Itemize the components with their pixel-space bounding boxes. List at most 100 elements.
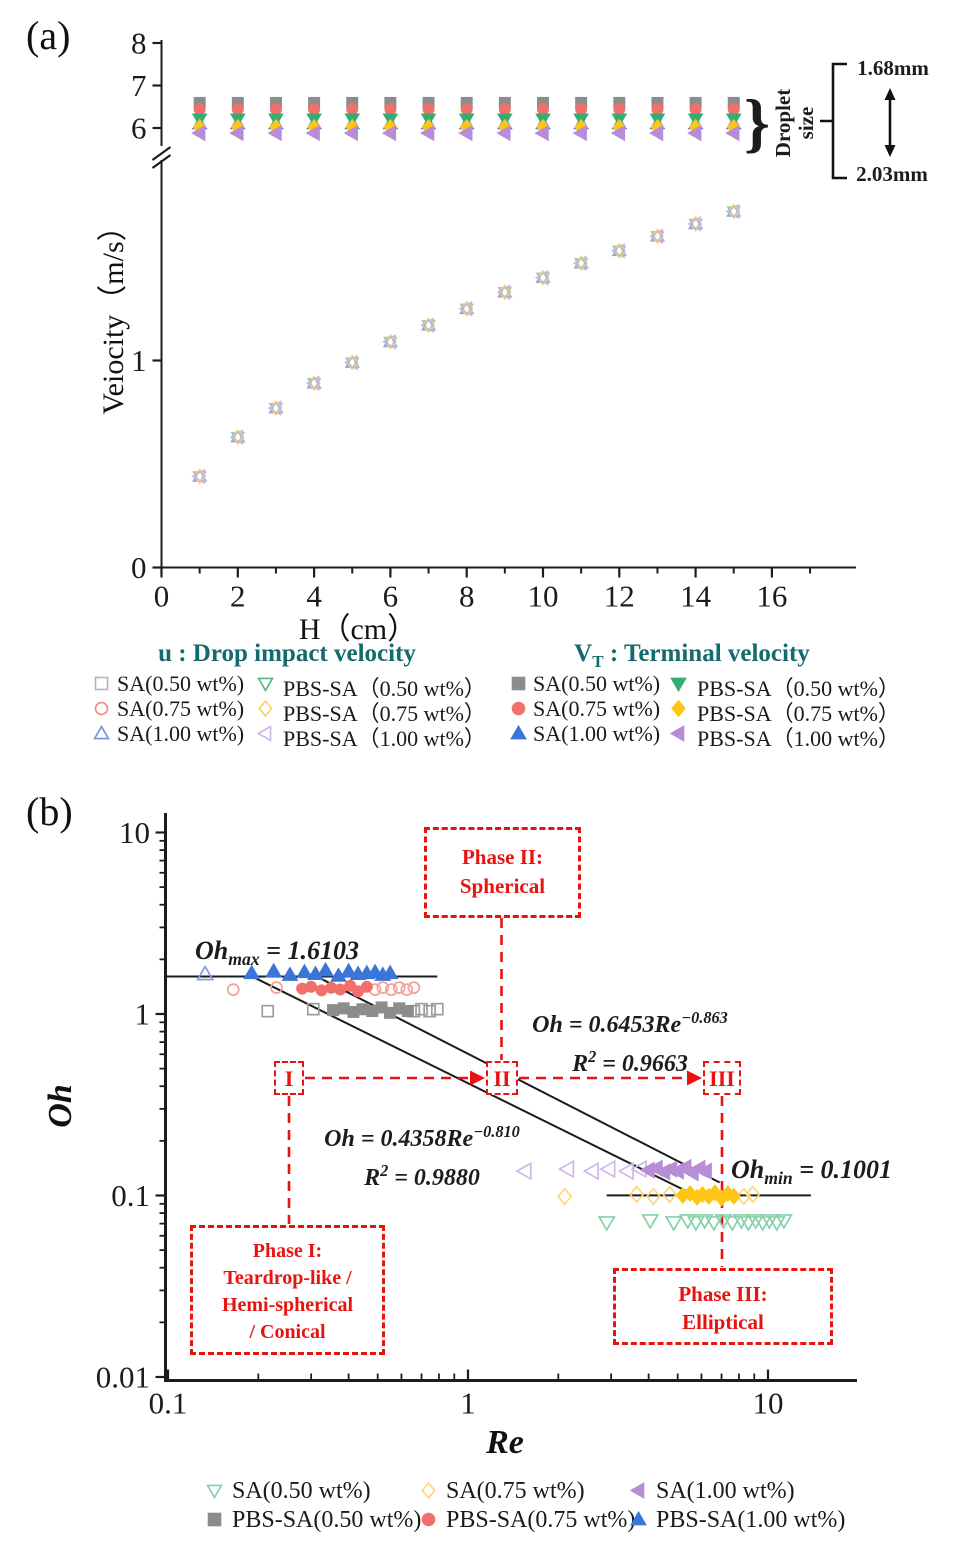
phase-3-title: Phase III: xyxy=(678,1282,768,1306)
data-point-circle xyxy=(400,983,414,996)
data-point-triangle-left xyxy=(725,124,740,142)
chart-b-points xyxy=(196,961,793,1232)
data-point-triangle-left xyxy=(630,1482,645,1499)
legend-marker-circle xyxy=(421,1512,436,1527)
data-point-triangle-left xyxy=(572,124,587,142)
phase-1-title: Phase I: xyxy=(252,1240,323,1262)
legend-marker-triangle-down xyxy=(670,677,687,692)
legend-a-right-header: VT : Terminal velocity xyxy=(505,640,879,672)
legend-marker-diamond xyxy=(671,700,686,717)
data-point-circle xyxy=(308,103,321,116)
eq-var: Oh xyxy=(532,1012,563,1038)
legend-item-label: PBS-SA(0.50 wt%) xyxy=(232,1507,422,1533)
data-point-triangle-left xyxy=(343,354,358,371)
fit-equation-upper-line2: R2 = 0.9663 xyxy=(498,1041,762,1080)
legend-marker-triangle-down xyxy=(206,1484,223,1499)
data-point-circle xyxy=(651,103,664,116)
fit-equation-upper: Oh = 0.6453Re−0.863 R2 = 0.9663 xyxy=(498,1002,762,1080)
data-point-circle xyxy=(376,981,390,994)
fit-equation-upper-line1: Oh = 0.6453Re−0.863 xyxy=(498,1002,762,1041)
legend-item-label: SA(1.00 wt%) xyxy=(533,721,661,746)
legend-a-left-header: u : Drop impact velocity xyxy=(158,640,416,667)
tick-label: 6 xyxy=(383,579,399,614)
phase-marker-III: III xyxy=(703,1061,741,1095)
data-point-triangle-left xyxy=(696,1162,712,1180)
data-point-circle xyxy=(360,980,373,993)
tick-label: 1.68mm xyxy=(857,56,929,80)
chart-b-phase-connectors xyxy=(287,918,724,1267)
data-point-square xyxy=(356,1003,369,1016)
data-point-triangle-left xyxy=(420,317,435,334)
data-point-circle xyxy=(94,701,109,716)
tick-label: 7 xyxy=(131,68,147,103)
data-point-triangle-up xyxy=(317,961,334,977)
legend-item-label: SA(0.75 wt%) xyxy=(446,1478,585,1504)
data-point-circle xyxy=(334,983,347,996)
legend-marker-triangle-left xyxy=(630,1482,645,1499)
legend-marker-diamond xyxy=(421,1482,436,1499)
legend-item-label: PBS-SA(1.00 wt%) xyxy=(656,1507,846,1533)
tick-label: 2.03mm xyxy=(856,162,928,186)
data-point-square xyxy=(511,676,526,691)
ohmax-sub: max xyxy=(228,949,260,970)
fit-equation-lower-line2: R2 = 0.9880 xyxy=(290,1155,554,1194)
data-point-circle xyxy=(727,103,740,116)
chart-a-terminal-points xyxy=(191,96,742,142)
phase-3-box: Phase III: Elliptical xyxy=(613,1268,833,1345)
ohmax-annotation: Ohmax = 1.6103 xyxy=(195,936,359,970)
data-point-circle xyxy=(384,983,398,996)
data-point-triangle-left xyxy=(687,124,702,142)
phase-1-shape-1: Teardrop-like / xyxy=(223,1267,352,1289)
legend-marker-triangle-up xyxy=(510,725,527,740)
data-point-triangle-down xyxy=(774,1214,793,1230)
tick-label: 0 xyxy=(131,550,147,585)
data-point-triangle-down xyxy=(704,1216,723,1232)
legend-marker-triangle-up xyxy=(93,725,110,740)
data-point-circle xyxy=(422,103,435,116)
data-point-diamond xyxy=(726,1187,742,1205)
eq-var: Oh xyxy=(324,1126,355,1152)
axis-b-y-label: Oh xyxy=(42,1084,79,1128)
tick-label: 14 xyxy=(680,579,712,614)
data-point-circle xyxy=(231,103,244,116)
legend-item-label: SA(0.50 wt%) xyxy=(533,671,661,696)
eq-exponent: −0.863 xyxy=(681,1008,728,1027)
legend-item-label: PBS-SA（0.50 wt%） xyxy=(697,676,900,701)
ohmin-sub: min xyxy=(764,1168,793,1189)
vt-text: : Terminal velocity xyxy=(603,640,810,667)
tick-label: 1 xyxy=(135,997,151,1032)
eq-coef: = 0.6453 xyxy=(562,1012,655,1038)
data-point-diamond xyxy=(645,1187,662,1206)
tick-label: 4 xyxy=(306,579,322,614)
r2-var: R xyxy=(364,1165,381,1191)
axis-a-y-label: Veiocity（m/s） xyxy=(97,211,130,415)
r2-exp: 2 xyxy=(380,1161,389,1180)
axis-b-x-label: Re xyxy=(486,1424,524,1461)
data-point-triangle-up xyxy=(296,963,313,979)
legend-marker-triangle-up xyxy=(630,1511,647,1526)
tick-label: } xyxy=(744,87,770,160)
phase-2-box: Phase II: Spherical xyxy=(424,827,581,918)
data-point-circle xyxy=(346,103,359,116)
data-point-triangle-up xyxy=(340,962,358,978)
data-point-triangle-left xyxy=(599,1159,616,1179)
data-point-triangle-left xyxy=(229,124,244,142)
legend-item-label: SA(1.00 wt%) xyxy=(117,721,245,746)
data-point-diamond xyxy=(671,700,686,717)
tick-label: 8 xyxy=(459,579,475,614)
data-point-circle xyxy=(269,103,282,116)
r2-exp: 2 xyxy=(588,1047,597,1066)
legend-item-label: SA(0.50 wt%) xyxy=(117,671,245,696)
data-point-circle xyxy=(575,103,588,116)
data-point-triangle-left xyxy=(420,124,435,142)
r2-value: = 0.9663 xyxy=(596,1051,688,1077)
data-point-triangle-left xyxy=(458,300,473,317)
legend-item-label: SA(0.50 wt%) xyxy=(232,1478,371,1504)
data-point-circle xyxy=(511,701,526,716)
legend-item-label: PBS-SA（0.50 wt%） xyxy=(283,676,486,701)
data-point-circle xyxy=(498,103,511,116)
phase-1-shape-3: / Conical xyxy=(249,1321,326,1343)
data-point-circle xyxy=(384,103,397,116)
